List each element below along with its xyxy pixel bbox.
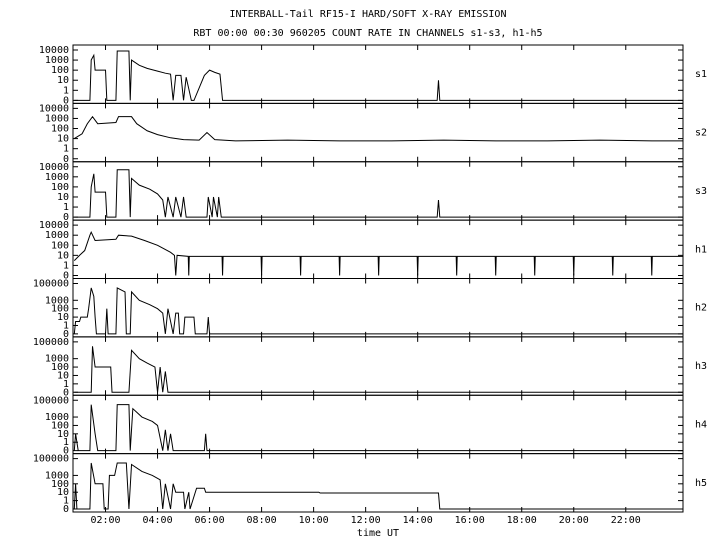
x-tick-label: 20:00 xyxy=(559,515,589,526)
y-tick-label: 1 xyxy=(63,320,69,331)
x-tick-label: 04:00 xyxy=(142,515,172,526)
data-line xyxy=(74,346,683,393)
x-tick-label: 10:00 xyxy=(299,515,329,526)
y-tick-label: 1 xyxy=(63,437,69,448)
y-tick-label: 100 xyxy=(51,124,69,135)
data-line xyxy=(74,169,683,218)
x-tick-label: 22:00 xyxy=(611,515,641,526)
panel-label: h3 xyxy=(695,361,707,372)
panel-label: s1 xyxy=(695,69,707,80)
y-tick-label: 1000 xyxy=(45,470,69,481)
data-line xyxy=(73,462,683,510)
y-tick-label: 100 xyxy=(51,479,69,490)
y-tick-label: 10000 xyxy=(39,220,69,231)
y-tick-label: 100 xyxy=(51,240,69,251)
panel-label: h4 xyxy=(695,419,707,430)
chart-title: INTERBALL-Tail RF15-I HARD/SOFT X-RAY EM… xyxy=(230,9,507,20)
y-tick-label: 100 xyxy=(51,304,69,315)
y-tick-label: 10 xyxy=(57,192,69,203)
y-tick-label: 1 xyxy=(63,144,69,155)
panel-label: h1 xyxy=(695,244,707,255)
y-tick-label: 10 xyxy=(57,134,69,145)
data-line xyxy=(74,115,683,142)
x-axis-label: time UT xyxy=(357,528,399,539)
y-tick-label: 1 xyxy=(63,260,69,271)
y-tick-label: 100000 xyxy=(33,337,69,348)
panel-label: s2 xyxy=(695,128,707,139)
y-tick-label: 0 xyxy=(63,95,69,106)
x-tick-label: 02:00 xyxy=(90,515,120,526)
y-tick-label: 1000 xyxy=(45,354,69,365)
y-tick-label: 100000 xyxy=(33,395,69,406)
x-tick-label: 08:00 xyxy=(247,515,277,526)
x-tick-label: 12:00 xyxy=(351,515,381,526)
y-tick-label: 1000 xyxy=(45,230,69,241)
y-tick-label: 100000 xyxy=(33,454,69,465)
panel-label: s3 xyxy=(695,186,707,197)
y-tick-label: 1 xyxy=(63,496,69,507)
y-tick-label: 100 xyxy=(51,182,69,193)
y-tick-label: 10000 xyxy=(39,162,69,173)
y-tick-label: 1000 xyxy=(45,113,69,124)
y-tick-label: 0 xyxy=(63,387,69,398)
y-tick-label: 10000 xyxy=(39,45,69,56)
panel-label: h2 xyxy=(695,303,707,314)
data-line xyxy=(73,230,683,276)
y-tick-label: 0 xyxy=(63,329,69,340)
x-tick-label: 14:00 xyxy=(403,515,433,526)
y-tick-label: 1 xyxy=(63,202,69,213)
y-tick-label: 10 xyxy=(57,250,69,261)
y-tick-label: 10 xyxy=(57,75,69,86)
y-tick-label: 0 xyxy=(63,212,69,223)
y-tick-label: 0 xyxy=(63,271,69,282)
y-tick-label: 10 xyxy=(57,370,69,381)
chart-subtitle: RBT 00:00 00:30 960205 COUNT RATE IN CHA… xyxy=(193,28,542,39)
panel-frame xyxy=(72,453,684,513)
x-tick-label: 16:00 xyxy=(455,515,485,526)
y-tick-label: 10 xyxy=(57,312,69,323)
x-tick-label: 06:00 xyxy=(195,515,225,526)
y-tick-label: 1000 xyxy=(45,55,69,66)
y-tick-label: 100000 xyxy=(33,279,69,290)
data-line xyxy=(73,404,683,452)
y-tick-label: 0 xyxy=(63,504,69,515)
y-tick-label: 1 xyxy=(63,85,69,96)
y-tick-label: 100 xyxy=(51,362,69,373)
y-tick-label: 10 xyxy=(57,487,69,498)
y-tick-label: 10 xyxy=(57,429,69,440)
y-tick-label: 100 xyxy=(51,65,69,76)
y-tick-label: 1000 xyxy=(45,172,69,183)
y-tick-label: 10000 xyxy=(39,103,69,114)
panel-label: h5 xyxy=(695,478,707,489)
y-tick-label: 0 xyxy=(63,446,69,457)
y-tick-label: 0 xyxy=(63,154,69,165)
data-line xyxy=(73,287,683,335)
y-tick-label: 100 xyxy=(51,420,69,431)
y-tick-label: 1 xyxy=(63,379,69,390)
y-tick-label: 1000 xyxy=(45,412,69,423)
x-tick-label: 18:00 xyxy=(507,515,537,526)
y-tick-label: 1000 xyxy=(45,295,69,306)
data-line xyxy=(74,50,683,101)
